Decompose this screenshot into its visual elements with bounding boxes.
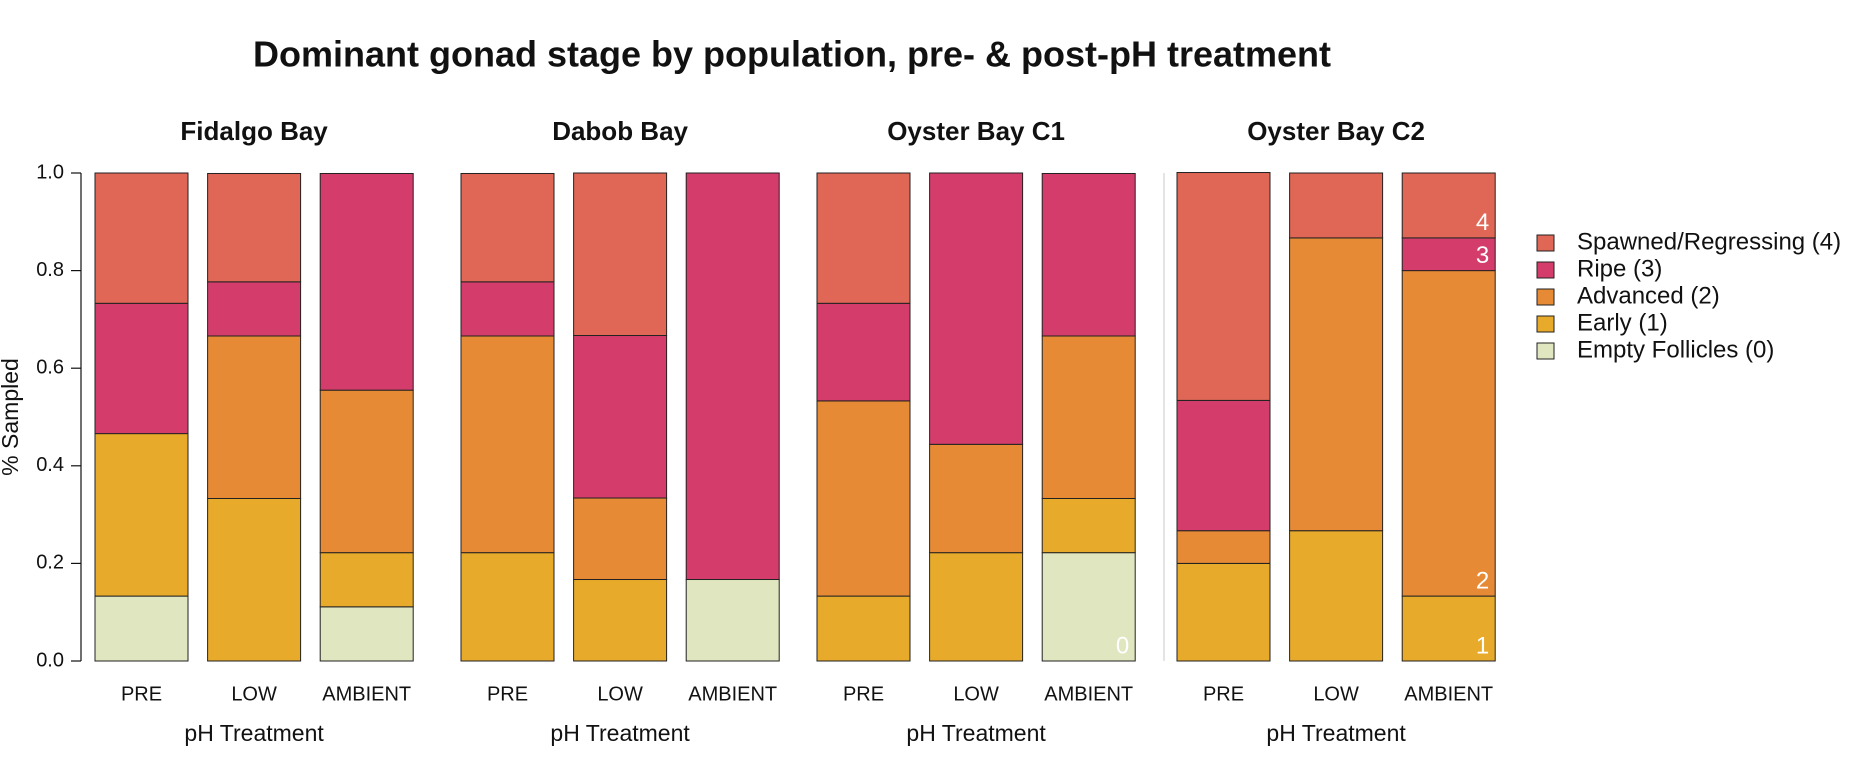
y-tick-label: 0.4 bbox=[36, 454, 64, 476]
x-tick-label: PRE bbox=[487, 683, 528, 705]
bar-segment bbox=[1401, 172, 1496, 239]
bar-segment bbox=[1176, 562, 1271, 662]
bar-segment bbox=[816, 595, 911, 662]
bar-segment bbox=[1401, 595, 1496, 662]
x-tick-label: PRE bbox=[121, 683, 162, 705]
bar-segment bbox=[207, 497, 302, 662]
legend-swatch bbox=[1536, 288, 1555, 306]
bar-segment bbox=[207, 172, 302, 283]
chart-title: Dominant gonad stage by population, pre-… bbox=[253, 34, 1331, 75]
bar-segment bbox=[319, 389, 414, 554]
bar-segment bbox=[1401, 237, 1496, 272]
bar-segment bbox=[685, 172, 780, 581]
legend-swatch bbox=[1536, 261, 1555, 279]
x-tick-label: AMBIENT bbox=[688, 683, 777, 705]
legend-label: Empty Follicles (0) bbox=[1577, 336, 1774, 363]
bar-segment bbox=[816, 172, 911, 304]
x-tick-label: AMBIENT bbox=[1404, 683, 1493, 705]
bar-segment bbox=[207, 335, 302, 499]
bar-segment bbox=[319, 552, 414, 608]
bar-segment bbox=[929, 552, 1024, 662]
segment-label: 4 bbox=[1476, 209, 1489, 236]
y-tick-label: 0.0 bbox=[36, 649, 64, 671]
bar-segment bbox=[319, 172, 414, 391]
x-axis-label: pH Treatment bbox=[1266, 720, 1406, 746]
segment-label: 2 bbox=[1476, 567, 1489, 594]
x-tick-label: LOW bbox=[597, 683, 643, 705]
bar-segment bbox=[1176, 399, 1271, 532]
x-tick-label: LOW bbox=[1313, 683, 1359, 705]
bar-segment bbox=[573, 497, 668, 581]
segment-label: 0 bbox=[1116, 632, 1129, 659]
bar-segment bbox=[460, 335, 555, 554]
legend-label: Ripe (3) bbox=[1577, 255, 1662, 282]
y-tick-label: 1.0 bbox=[36, 161, 64, 183]
panel-title: Oyster Bay C1 bbox=[887, 116, 1065, 146]
bar-segment bbox=[1041, 172, 1136, 337]
bar-segment bbox=[1041, 497, 1136, 554]
bar-segment bbox=[573, 172, 668, 337]
bar-segment bbox=[685, 579, 780, 662]
x-axis-label: pH Treatment bbox=[906, 720, 1046, 746]
x-axis-label: pH Treatment bbox=[184, 720, 324, 746]
panel-title: Dabob Bay bbox=[552, 116, 688, 146]
bar-segment bbox=[1041, 552, 1136, 662]
bar-segment bbox=[1041, 335, 1136, 499]
legend-swatch bbox=[1536, 234, 1555, 252]
bar-segment bbox=[460, 172, 555, 283]
bar-segment bbox=[929, 172, 1024, 445]
bar-segment bbox=[1176, 172, 1271, 401]
y-tick-label: 0.8 bbox=[36, 259, 64, 281]
legend-label: Spawned/Regressing (4) bbox=[1577, 228, 1841, 255]
y-tick-label: 0.6 bbox=[36, 356, 64, 378]
bar-segment bbox=[460, 281, 555, 337]
x-tick-label: LOW bbox=[953, 683, 999, 705]
x-axis-label: pH Treatment bbox=[550, 720, 690, 746]
bar-segment bbox=[1176, 530, 1271, 564]
segment-label: 1 bbox=[1476, 632, 1489, 659]
legend-label: Advanced (2) bbox=[1577, 282, 1720, 309]
bar-segment bbox=[1289, 530, 1384, 662]
segment-label: 3 bbox=[1476, 242, 1489, 269]
bar-segment bbox=[573, 579, 668, 662]
legend-swatch bbox=[1536, 315, 1555, 333]
bar-segment bbox=[319, 606, 414, 662]
panel-title: Oyster Bay C2 bbox=[1247, 116, 1425, 146]
legend-label: Early (1) bbox=[1577, 309, 1668, 336]
bar-segment bbox=[573, 335, 668, 499]
x-tick-label: AMBIENT bbox=[1044, 683, 1133, 705]
legend-swatch bbox=[1536, 342, 1555, 360]
bar-segment bbox=[94, 172, 189, 304]
y-axis-label: % Sampled bbox=[0, 358, 23, 476]
y-tick-label: 0.2 bbox=[36, 552, 64, 574]
panel-title: Fidalgo Bay bbox=[180, 116, 328, 146]
bar-segment bbox=[1401, 270, 1496, 597]
bar-segment bbox=[929, 443, 1024, 554]
x-tick-label: PRE bbox=[1203, 683, 1244, 705]
bar-segment bbox=[1289, 172, 1384, 239]
bar-segment bbox=[94, 595, 189, 662]
bar-segment bbox=[816, 400, 911, 597]
bar-segment bbox=[207, 281, 302, 337]
bar-segment bbox=[94, 433, 189, 597]
bar-segment bbox=[94, 302, 189, 435]
x-tick-label: AMBIENT bbox=[322, 683, 411, 705]
bar-segment bbox=[460, 552, 555, 662]
x-tick-label: LOW bbox=[231, 683, 277, 705]
x-tick-label: PRE bbox=[843, 683, 884, 705]
bar-segment bbox=[1289, 237, 1384, 532]
bar-segment bbox=[816, 302, 911, 402]
